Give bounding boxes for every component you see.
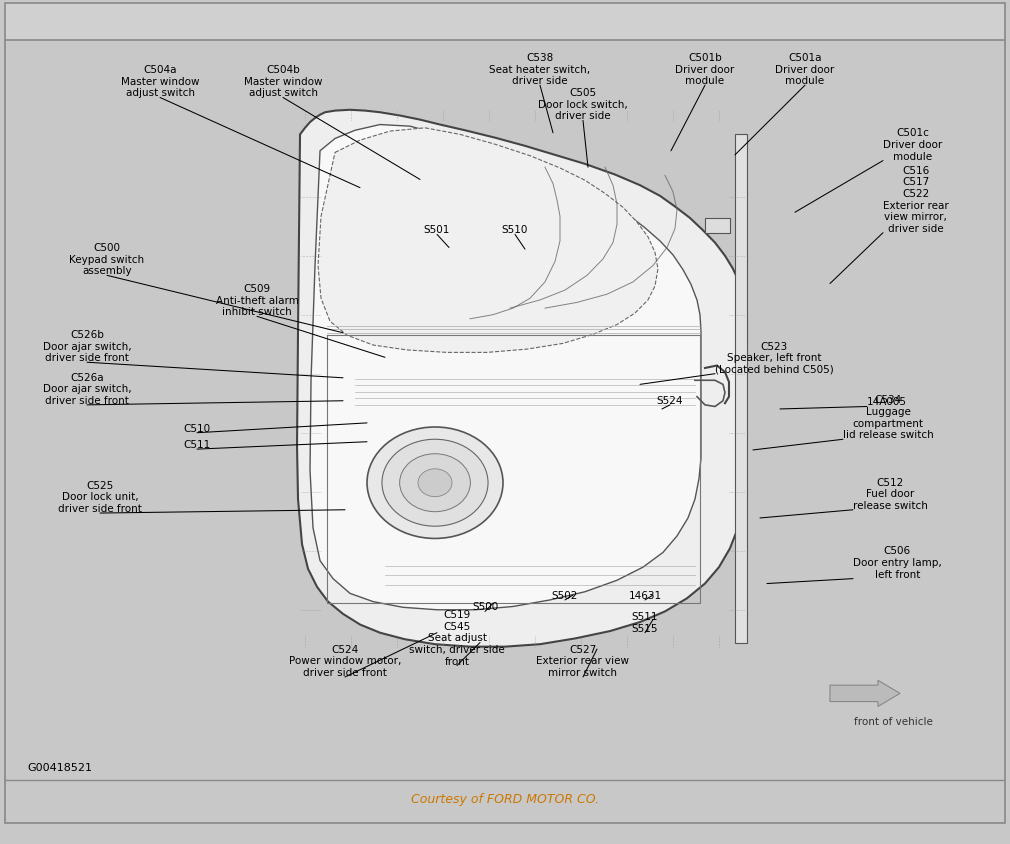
Text: G00418521: G00418521 [27,762,92,772]
Text: C538
Seat heater switch,
driver side: C538 Seat heater switch, driver side [490,53,591,86]
Text: Courtesy of FORD MOTOR CO.: Courtesy of FORD MOTOR CO. [411,792,599,805]
Text: C524
Power window motor,
driver side front: C524 Power window motor, driver side fro… [289,644,401,677]
Text: C504a
Master window
adjust switch: C504a Master window adjust switch [121,65,199,99]
Text: C500
Keypad switch
assembly: C500 Keypad switch assembly [70,243,144,276]
Circle shape [382,440,488,527]
Text: C525
Door lock unit,
driver side front: C525 Door lock unit, driver side front [59,480,142,513]
Text: C506
Door entry lamp,
left front: C506 Door entry lamp, left front [853,546,941,579]
Bar [5,4,1005,41]
Polygon shape [318,128,658,353]
Circle shape [367,427,503,538]
Text: S524: S524 [656,395,683,405]
Text: C501b
Driver door
module: C501b Driver door module [676,53,734,86]
Text: C501a
Driver door
module: C501a Driver door module [776,53,834,86]
Polygon shape [297,111,747,647]
Text: C534
Luggage
compartment
lid release switch: C534 Luggage compartment lid release swi… [843,395,933,440]
Polygon shape [735,135,747,643]
Text: S500: S500 [472,602,498,612]
Bar [705,219,730,234]
Circle shape [418,469,452,497]
Text: C511: C511 [184,440,211,450]
Text: S511
S515: S511 S515 [631,611,659,633]
Text: C523
Speaker, left front
(Located behind C505): C523 Speaker, left front (Located behind… [715,341,833,374]
Text: S502: S502 [551,590,578,600]
Text: C526a
Door ajar switch,
driver side front: C526a Door ajar switch, driver side fron… [42,372,131,405]
Text: C519
C545
Seat adjust
switch, driver side
front: C519 C545 Seat adjust switch, driver sid… [409,609,505,666]
Polygon shape [310,126,701,610]
Text: Fig 3: Left Front Door: Fig 3: Left Front Door [17,14,222,33]
Text: C504b
Master window
adjust switch: C504b Master window adjust switch [243,65,322,99]
Text: C505
Door lock switch,
driver side: C505 Door lock switch, driver side [538,88,628,122]
Text: S510: S510 [502,225,528,235]
Text: C509
Anti-theft alarm
inhibit switch: C509 Anti-theft alarm inhibit switch [215,284,299,317]
Text: C516
C517
C522
Exterior rear
view mirror,
driver side: C516 C517 C522 Exterior rear view mirror… [883,165,948,234]
Text: front of vehicle: front of vehicle [853,717,932,727]
Text: 14631: 14631 [628,590,662,600]
Text: C501c
Driver door
module: C501c Driver door module [883,128,942,161]
Text: C512
Fuel door
release switch: C512 Fuel door release switch [853,477,928,510]
Text: C527
Exterior rear view
mirror switch: C527 Exterior rear view mirror switch [536,644,629,677]
Circle shape [400,454,471,512]
FancyArrow shape [830,680,900,706]
Text: S501: S501 [424,225,450,235]
Text: 14A005: 14A005 [867,397,907,407]
Text: C510: C510 [184,423,211,433]
Text: C526b
Door ajar switch,
driver side front: C526b Door ajar switch, driver side fron… [42,330,131,363]
